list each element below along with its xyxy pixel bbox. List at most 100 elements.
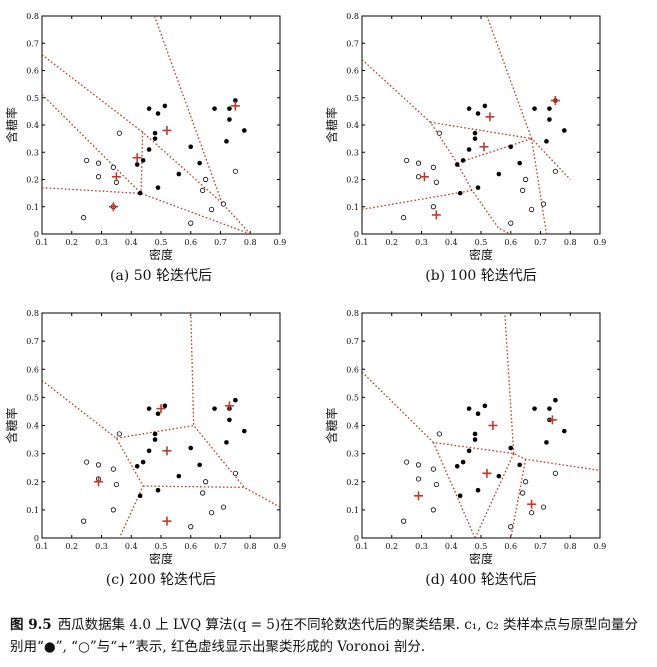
class2-point: [95, 174, 102, 180]
prototype-marker: [482, 468, 492, 478]
class1-point: [544, 440, 549, 445]
x-tick-label: 0.8: [564, 238, 577, 247]
y-tick-label: 0.2: [26, 478, 39, 487]
class1-point: [188, 445, 194, 451]
class1-point: [162, 103, 168, 109]
prototype-marker: [419, 172, 429, 182]
panel-c: 0.1 0.2 0.3 0.4 0.5 0.6 0.7 0.8 0.900.10.20.30.4…: [4, 309, 286, 588]
x-tick-label: 0.7: [214, 542, 227, 551]
class2-point: [404, 157, 410, 164]
class2-point: [552, 168, 558, 174]
class1-point: [508, 445, 514, 451]
plot-frame: [41, 312, 281, 539]
y-tick-label: 0.1: [26, 203, 39, 212]
voronoi-boundary: [140, 132, 144, 194]
y-tick-label: 0.2: [346, 478, 359, 487]
class1-point: [227, 417, 232, 423]
x-axis-label: 密度: [149, 551, 173, 566]
y-tick-label: 0: [354, 534, 359, 543]
class1-point: [137, 190, 143, 196]
class2-point: [508, 524, 514, 530]
class1-point: [146, 448, 152, 454]
class2-point: [208, 206, 215, 213]
x-tick-label: 0.1: [356, 238, 369, 247]
x-tick-label: 0.9: [274, 238, 287, 247]
class1-point: [137, 493, 143, 499]
x-tick-label: 0.7: [214, 238, 227, 247]
y-tick-label: 0.5: [346, 94, 359, 103]
class1-point: [472, 136, 478, 141]
class1-point: [155, 185, 161, 190]
prototype-marker: [162, 446, 172, 456]
y-tick-label: 0.7: [26, 39, 39, 48]
class2-point: [220, 504, 227, 510]
class2-point: [508, 220, 514, 226]
y-tick-label: 0.7: [346, 337, 359, 346]
y-tick-label: 0.4: [346, 422, 359, 431]
class1-point: [146, 106, 152, 111]
y-tick-label: 0.7: [346, 39, 359, 48]
y-tick-label: 0.5: [346, 393, 359, 402]
y-tick-label: 0: [354, 230, 359, 239]
x-tick-label: 0.2: [65, 238, 78, 247]
x-tick-label: 0.3: [95, 238, 108, 247]
class1-point: [472, 431, 478, 437]
y-axis-label: 含糖率: [4, 107, 19, 143]
x-tick-label: 0.7: [534, 542, 547, 551]
class2-point: [81, 215, 87, 221]
class2-point: [110, 466, 117, 472]
class1-point: [457, 190, 463, 196]
prototype-marker: [94, 477, 104, 487]
class1-point: [212, 406, 217, 411]
y-tick-label: 0.6: [346, 67, 359, 76]
x-tick-label: 0.5: [475, 542, 488, 551]
class1-point: [233, 397, 238, 403]
class1-point: [242, 128, 247, 133]
class1-point: [454, 162, 460, 167]
class2-point: [232, 470, 238, 476]
y-tick-label: 0.6: [26, 365, 39, 374]
class1-point: [454, 463, 460, 469]
voronoi-boundary: [42, 54, 251, 234]
x-tick-label: 0.2: [385, 238, 398, 247]
panel-d: 0.1 0.2 0.3 0.4 0.5 0.6 0.7 0.8 0.900.10.20.30.4…: [324, 309, 606, 588]
x-tick-label: 0.9: [594, 238, 607, 247]
y-tick-label: 0.2: [26, 176, 39, 185]
class1-point: [547, 106, 552, 111]
class1-point: [162, 403, 168, 409]
class2-point: [95, 160, 102, 166]
figure-caption-text: 西瓜数据集 4.0 上 LVQ 算法(q = 5)在不同轮数迭代后的聚类结果. …: [10, 617, 639, 655]
prototype-marker: [414, 491, 424, 501]
x-tick-label: 0.9: [594, 542, 607, 551]
voronoi-boundary: [143, 485, 245, 489]
class1-point: [496, 473, 502, 479]
x-tick-label: 0.5: [155, 238, 168, 247]
x-tick-label: 0.1: [356, 542, 369, 551]
class1-point: [152, 437, 158, 442]
x-tick-label: 0.4: [445, 238, 458, 247]
class1-point: [224, 139, 229, 144]
class2-point: [433, 179, 439, 185]
y-tick-label: 0.3: [26, 450, 39, 459]
y-tick-label: 0: [34, 230, 39, 239]
class2-point: [81, 518, 87, 524]
voronoi-boundary: [42, 94, 251, 234]
voronoi-boundary: [504, 313, 515, 454]
class2-point: [415, 476, 422, 482]
prototype-marker: [156, 404, 166, 414]
class1-point: [553, 397, 558, 403]
class2-point: [528, 510, 535, 516]
class2-point: [430, 164, 436, 170]
panel-caption: (b) 100 轮迭代后: [425, 268, 537, 284]
voronoi-boundary: [362, 189, 473, 211]
prototype-marker: [431, 210, 441, 220]
voronoi-boundaries: [362, 16, 571, 234]
class1-point: [496, 171, 502, 177]
voronoi-boundary: [432, 442, 476, 538]
class2-point: [523, 176, 529, 183]
prototype-marker: [547, 415, 557, 425]
panel-a: 0.1 0.2 0.3 0.4 0.5 0.6 0.7 0.8 0.900.10.20.30.4…: [4, 12, 286, 284]
class2-point: [404, 459, 410, 465]
class2-point: [200, 490, 206, 496]
